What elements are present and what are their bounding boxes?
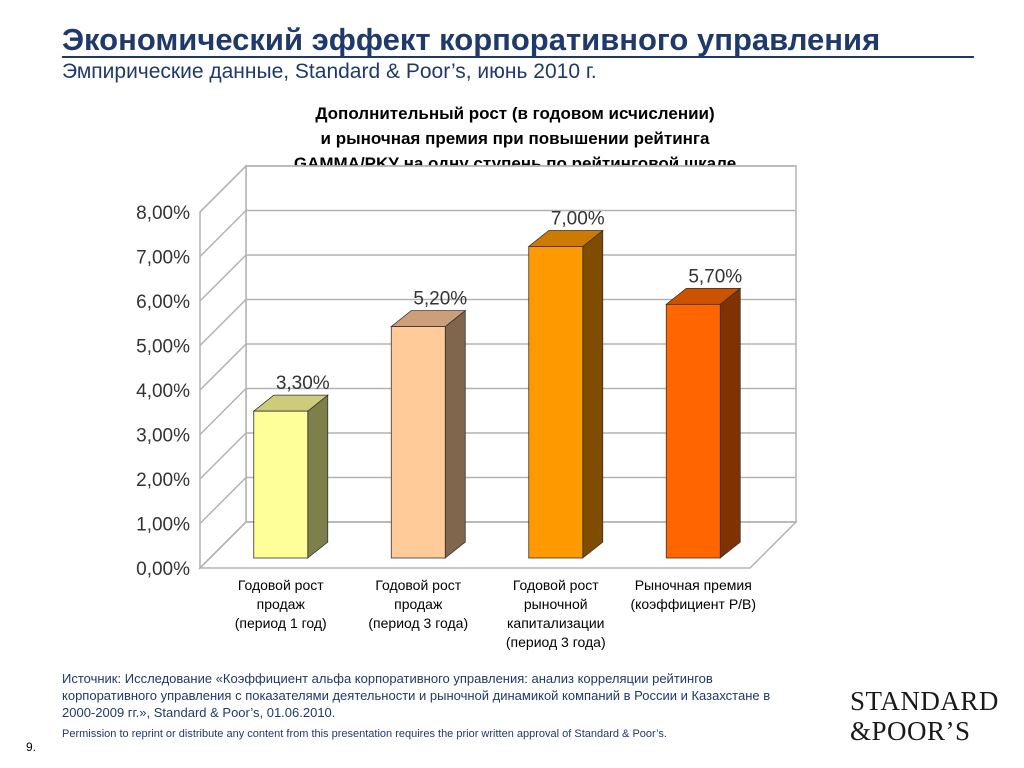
y-tick-label: 4,00% <box>136 381 190 402</box>
bar-side <box>582 229 604 559</box>
category-label-line: продаж <box>394 596 443 612</box>
category-label: Рыночная премия (коэффициент P/B) <box>623 576 763 614</box>
bar <box>665 303 721 559</box>
gridline <box>199 343 796 391</box>
category-label: Годовой рост рыночной капитализации (период… <box>486 576 626 652</box>
bar-side <box>307 394 329 559</box>
y-tick-label: 8,00% <box>136 203 190 224</box>
y-tick-label: 1,00% <box>136 515 190 536</box>
category-label: Годовой рост продаж (период 1 год) <box>211 576 351 633</box>
bar-side <box>719 287 741 559</box>
title-underline <box>62 56 974 58</box>
y-tick-label: 2,00% <box>136 470 190 491</box>
category-label-line: Рыночная премия <box>634 577 752 593</box>
bar-side <box>444 309 466 559</box>
slide-subtitle: Эмпирические данные, Standard & Poor’s, … <box>62 60 597 83</box>
gridline <box>199 209 796 258</box>
y-tick-label: 0,00% <box>136 559 190 580</box>
gridline <box>199 432 796 480</box>
logo-line-2: &POOR’S <box>850 716 971 746</box>
y-tick-label: 3,00% <box>136 426 190 447</box>
sp-logo: STANDARD &POOR’S <box>850 686 999 746</box>
gridline <box>199 298 796 347</box>
data-label: 3,30% <box>276 373 330 394</box>
bar <box>390 326 446 559</box>
y-tick-label: 5,00% <box>136 337 190 358</box>
data-label: 5,20% <box>413 289 467 310</box>
category-label-line: Годовой рост <box>237 577 324 593</box>
category-label-line: капитализации <box>506 615 605 631</box>
page-number: 9. <box>26 740 37 754</box>
data-label: 5,70% <box>688 266 742 287</box>
chart-title-line-2: и рыночная премия при повышении рейтинга <box>320 129 710 148</box>
source-note: Источник: Исследование «Коэффициент альф… <box>62 671 771 720</box>
gridline <box>199 387 796 436</box>
bar <box>253 410 309 559</box>
category-label-line: (период 3 года) <box>505 634 606 650</box>
category-label-line: (период 1 год) <box>234 615 327 631</box>
y-tick-label: 7,00% <box>136 248 190 269</box>
slide-title: Экономический эффект корпоративного упра… <box>62 22 881 57</box>
category-label-line: (период 3 года) <box>368 615 469 631</box>
permission-note: Permission to reprint or distribute any … <box>62 728 667 740</box>
y-tick-label: 6,00% <box>136 292 190 313</box>
category-label-line: Годовой рост <box>512 577 599 593</box>
gridline <box>199 165 796 213</box>
gridline <box>199 476 796 525</box>
chart-title-line-1: Дополнительный рост (в годовом исчислени… <box>315 104 715 123</box>
gridline <box>199 521 796 569</box>
category-label-line: продаж <box>256 596 305 612</box>
category-label-line: рыночной <box>523 596 588 612</box>
category-label-line: Годовой рост <box>375 577 462 593</box>
category-label: Годовой рост продаж (период 3 года) <box>348 576 488 633</box>
gridline <box>199 254 796 302</box>
category-label-line: (коэффициент P/B) <box>630 596 757 612</box>
logo-line-1: STANDARD <box>850 686 999 716</box>
bar <box>528 246 584 559</box>
data-label: 7,00% <box>551 209 605 230</box>
